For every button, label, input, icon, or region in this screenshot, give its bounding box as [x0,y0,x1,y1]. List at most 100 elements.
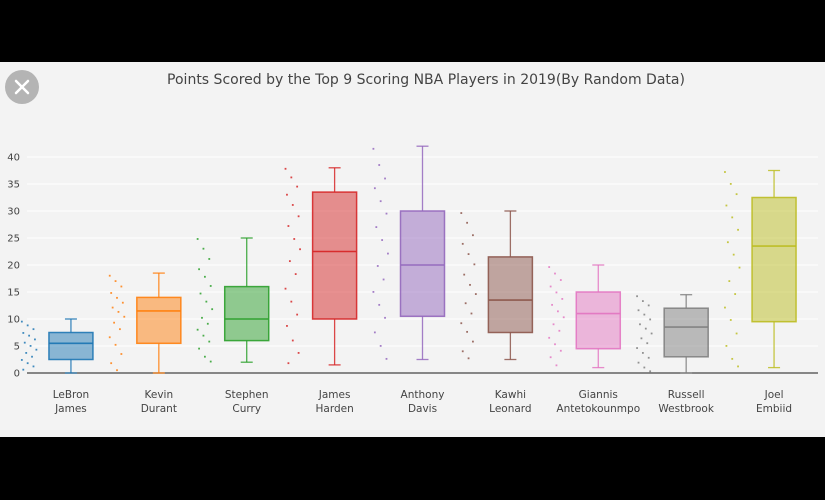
data-point [470,312,473,315]
data-point [466,330,469,333]
y-tick-label: 5 [14,342,20,353]
data-point [561,298,564,300]
iqr-box [487,256,534,334]
data-point [110,362,113,365]
data-point [26,362,29,365]
x-tick-label: Davis [408,403,437,415]
data-point [649,318,652,321]
data-point [290,300,293,303]
x-tick-label: James [54,403,87,415]
y-tick-label: 15 [7,288,20,299]
data-point [649,370,652,373]
data-point [636,295,638,298]
data-point [208,340,211,343]
data-point [284,287,287,290]
data-point [558,329,561,332]
data-point [373,187,376,190]
data-point [286,193,288,196]
box-anthony-davis [372,145,446,361]
data-point [110,292,113,294]
chart-title: Points Scored by the Top 9 Scoring NBA P… [167,72,685,88]
box-kawhi-leonard [460,210,534,361]
data-point [636,347,638,349]
data-point [291,204,294,206]
data-point [735,332,738,335]
data-point [729,319,732,321]
data-point [297,352,300,354]
data-point [375,226,378,228]
iqr-box [399,210,446,318]
data-point [473,263,476,266]
data-point [724,171,726,173]
data-point [472,340,474,343]
data-point [641,352,644,354]
data-point [724,306,726,309]
data-point [116,296,118,299]
data-point [726,241,729,244]
box-lebron-james [20,318,94,374]
data-point [209,360,212,363]
data-point [299,248,301,251]
data-point [120,353,123,355]
data-point [121,301,124,304]
data-point [35,348,38,351]
data-point [20,359,23,361]
iqr-box [136,296,182,345]
data-point [208,258,211,260]
box-james-harden [284,167,358,366]
x-tick-label: Westbrook [658,403,714,415]
data-point [203,355,206,358]
y-tick-label: 35 [7,180,20,191]
data-point [22,368,25,371]
close-button[interactable] [5,70,39,104]
plot-area [20,145,797,374]
data-point [291,339,294,342]
data-point [372,147,375,150]
data-point [205,300,208,303]
y-tick-label: 10 [7,315,20,326]
data-point [552,323,555,326]
data-point [551,303,553,306]
data-point [379,345,382,347]
data-point [463,273,466,276]
data-point [464,302,467,305]
data-point [378,164,381,166]
data-point [199,292,202,295]
data-point [643,313,646,316]
data-point [287,362,290,365]
data-point [467,253,470,255]
y-axis: 0 5 10 15 20 25 30 35 40 [7,153,20,380]
data-point [202,247,205,250]
data-point [474,293,477,295]
data-point [644,327,647,330]
data-point [731,357,734,360]
data-point [639,323,641,326]
data-point [385,357,388,360]
x-tick-label: Giannis [579,389,618,401]
data-point [203,275,206,278]
data-point [26,324,29,327]
data-point [467,357,470,360]
data-point [460,212,463,214]
data-point [114,280,117,282]
iqr-box [223,285,270,342]
data-point [198,268,200,271]
data-point [379,200,382,203]
y-tick-label: 40 [7,153,20,164]
data-point [123,315,126,318]
data-point [557,310,559,313]
data-point [297,215,300,218]
y-tick-label: 25 [7,234,20,245]
data-point [640,337,643,340]
data-point [196,328,199,331]
iqr-box [48,331,94,361]
data-point [287,225,290,227]
data-point [296,185,299,188]
data-point [548,336,551,339]
data-point [637,309,640,312]
data-point [737,228,739,231]
x-tick-label: James [318,389,351,401]
box-stephen-curry [196,237,270,363]
data-point [549,356,552,359]
data-point [22,332,25,334]
